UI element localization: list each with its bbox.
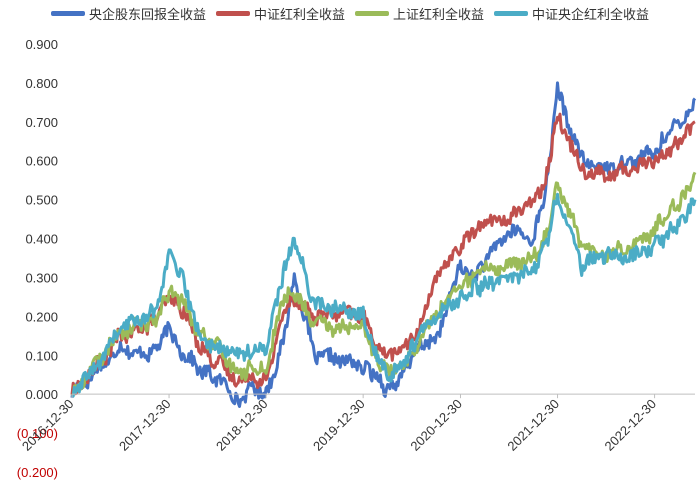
y-tick-label: (0.200)	[17, 465, 58, 480]
series-layer	[70, 81, 697, 408]
legend-item-0: 央企股东回报全收益	[50, 4, 206, 23]
x-tick-label: 2021-12-30	[504, 396, 562, 454]
y-tick-label: (0.100)	[17, 426, 58, 441]
y-tick-label: 0.300	[25, 270, 58, 285]
y-tick-label: 0.500	[25, 193, 58, 208]
series-line-0	[70, 81, 697, 408]
chart-legend: 央企股东回报全收益 中证红利全收益 上证红利全收益 中证央企红利全收益	[0, 4, 700, 23]
legend-swatch-2	[355, 11, 389, 16]
legend-item-1: 中证红利全收益	[215, 4, 345, 23]
legend-label-3: 中证央企红利全收益	[532, 7, 650, 22]
legend-swatch-1	[215, 11, 250, 16]
x-tick-label: 2019-12-30	[310, 396, 368, 454]
x-tick-label: 2018-12-30	[213, 396, 271, 454]
legend-item-2: 上证红利全收益	[355, 4, 484, 23]
legend-swatch-0	[50, 11, 85, 16]
legend-label-2: 上证红利全收益	[393, 7, 485, 22]
legend-swatch-3	[494, 11, 529, 16]
legend-label-0: 央企股东回报全收益	[88, 7, 206, 22]
x-tick-label: 2020-12-30	[407, 396, 465, 454]
legend-item-3: 中证央企红利全收益	[494, 4, 649, 23]
y-tick-label: 0.700	[25, 115, 58, 130]
y-tick-label: 0.900	[25, 37, 58, 52]
y-tick-label: 0.600	[25, 154, 58, 169]
y-tick-label: 0.400	[25, 232, 58, 247]
y-tick-label: 0.100	[25, 348, 58, 363]
x-tick-label: 2016-12-30	[19, 396, 77, 454]
series-line-3	[71, 192, 697, 398]
x-tick-label: 2022-12-30	[602, 396, 660, 454]
y-tick-label: 0.200	[25, 309, 58, 324]
legend-label-1: 中证红利全收益	[253, 7, 345, 22]
y-tick-label: 0.000	[25, 387, 58, 402]
y-tick-label: 0.800	[25, 76, 58, 91]
x-tick-label: 2017-12-30	[116, 396, 174, 454]
